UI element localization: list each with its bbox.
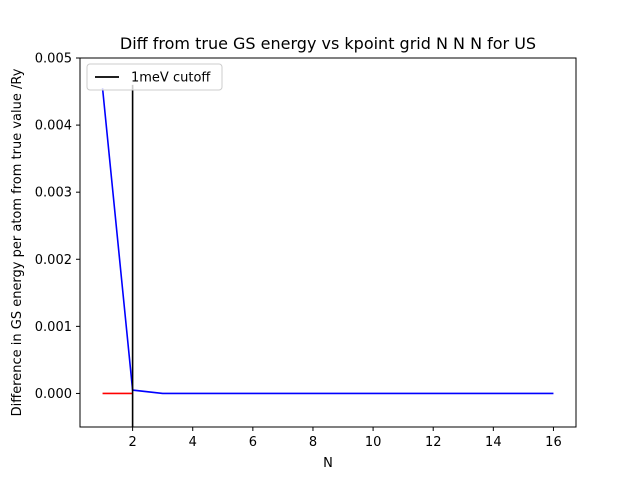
x-tick-label: 2: [128, 435, 136, 450]
y-tick-label: 0.002: [35, 253, 72, 268]
legend-label: 1meV cutoff: [131, 71, 211, 86]
legend: 1meV cutoff: [86, 63, 223, 91]
plot-frame: [79, 57, 577, 428]
plot-area: [79, 57, 577, 428]
x-tick-label: 12: [425, 435, 442, 450]
x-tick-label: 10: [365, 435, 382, 450]
y-axis: 0.000 0.001 0.002 0.003 0.004 0.005: [35, 52, 80, 402]
y-tick-label: 0.005: [35, 52, 72, 67]
x-axis: 2 4 6 8 10 12 14 16: [128, 427, 562, 450]
y-tick-label: 0.001: [35, 320, 72, 335]
series-line-0: [101, 88, 554, 395]
series-layer: [101, 88, 554, 395]
x-axis-label: N: [323, 456, 333, 471]
x-tick-label: 14: [485, 435, 502, 450]
chart-title: Diff from true GS energy vs kpoint grid …: [120, 34, 536, 53]
x-tick-label: 4: [189, 435, 197, 450]
y-axis-label: Difference in GS energy per atom from tr…: [10, 68, 25, 416]
x-tick-label: 8: [309, 435, 317, 450]
x-tick-label: 6: [249, 435, 257, 450]
x-tick-label: 16: [545, 435, 562, 450]
y-tick-label: 0.000: [35, 387, 72, 402]
legend-box: [86, 63, 223, 91]
y-tick-label: 0.004: [35, 119, 72, 134]
y-tick-label: 0.003: [35, 186, 72, 201]
